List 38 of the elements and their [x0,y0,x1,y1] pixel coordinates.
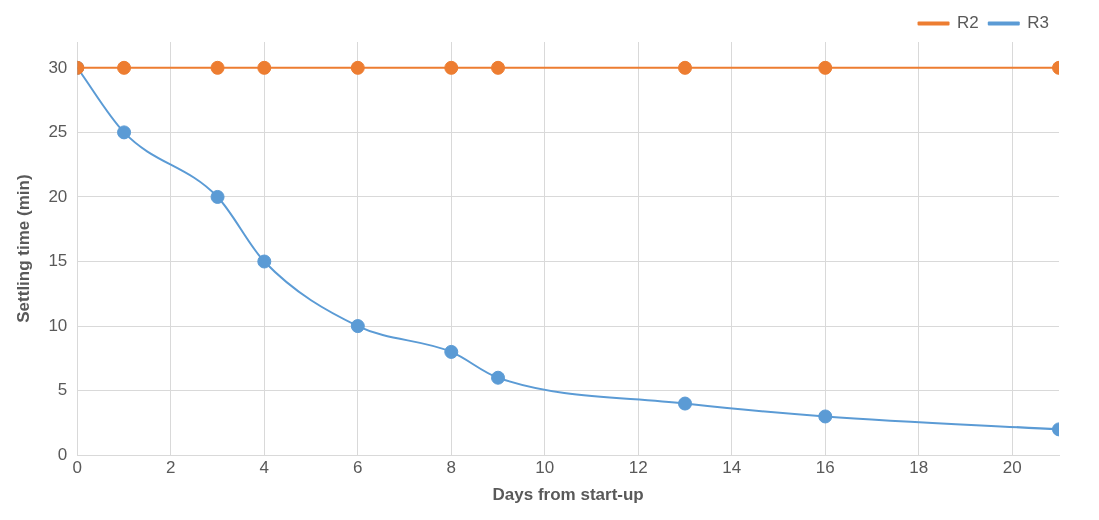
x-tick-label: 18 [909,458,929,478]
y-tick-label: 0 [57,444,68,464]
point [678,396,693,411]
x-tick-label: 4 [259,458,270,478]
legend-label: R3 [1027,13,1049,33]
point [818,60,833,75]
y-tick-label: 20 [48,186,68,206]
x-tick-label: 8 [446,458,457,478]
y-tick-label: 15 [48,251,68,271]
x-tick-label: 10 [535,458,555,478]
x-tick-label: 14 [722,458,742,478]
x-axis-title: Days from start-up [492,485,644,505]
point [257,60,272,75]
point [117,60,132,75]
y-tick-label: 5 [57,380,68,400]
point [444,60,459,75]
x-tick-label: 16 [815,458,835,478]
y-tick-label: 30 [48,57,68,77]
x-tick-label: 0 [72,458,83,478]
point [210,60,225,75]
point [491,60,506,75]
point [210,189,225,204]
x-tick-label: 2 [166,458,176,478]
point [350,319,365,334]
point [818,409,833,424]
y-tick-label: 25 [48,122,68,142]
x-tick-label: 12 [628,458,648,478]
point [491,370,506,385]
y-axis-title: Settling time (min) [13,174,33,323]
y-tick-label: 10 [48,315,68,335]
x-tick-label: 20 [1002,458,1022,478]
legend-label: R2 [957,13,979,33]
point [257,254,272,269]
point [117,125,132,140]
point [678,60,693,75]
x-tick-label: 6 [353,458,363,478]
point [350,60,365,75]
point [444,344,459,359]
